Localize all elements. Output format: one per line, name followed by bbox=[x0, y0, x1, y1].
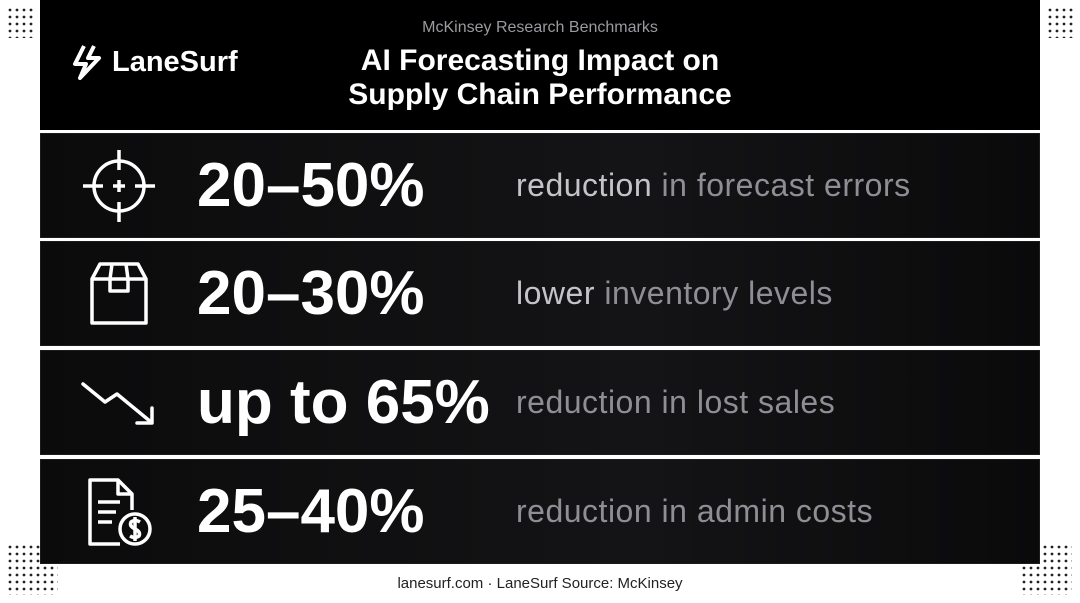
footer: lanesurf.com · LaneSurf Source: McKinsey bbox=[397, 575, 683, 592]
logo-icon bbox=[73, 45, 101, 80]
stat-row: 20–50% reduction in forecast errors bbox=[40, 133, 1040, 238]
stat-row: 25–40% reduction in admin costs bbox=[40, 459, 1040, 564]
title-line: Supply Chain Performance bbox=[348, 78, 732, 111]
target-icon bbox=[82, 149, 155, 222]
logo: LaneSurf bbox=[72, 44, 238, 80]
emphasis: lower bbox=[516, 275, 595, 311]
header: LaneSurf McKinsey Research Benchmarks AI… bbox=[40, 0, 1040, 130]
stat-value: 25–40% bbox=[197, 477, 425, 546]
stat-description: lower inventory levels bbox=[516, 275, 833, 312]
stat-row: up to 65% reduction in lost sales bbox=[40, 350, 1040, 455]
description: reduction in admin costs bbox=[516, 493, 874, 529]
title-line: AI Forecasting Impact on bbox=[360, 44, 720, 77]
stat-value: 20–50% bbox=[197, 151, 425, 220]
emphasis: reduction bbox=[516, 167, 653, 203]
stat-description: reduction in admin costs bbox=[516, 493, 873, 530]
stat-description: reduction in lost sales bbox=[516, 384, 835, 421]
logo-text: LaneSurf bbox=[112, 45, 238, 78]
subtitle: McKinsey Research Benchmarks bbox=[422, 19, 658, 36]
stat-value: up to 65% bbox=[197, 368, 490, 437]
invoice-icon bbox=[87, 477, 152, 546]
description: in forecast errors bbox=[661, 167, 911, 203]
description: inventory levels bbox=[604, 275, 833, 311]
dot-pattern bbox=[1048, 8, 1074, 38]
stat-value: 20–30% bbox=[197, 259, 425, 328]
dot-pattern bbox=[8, 8, 34, 38]
trend-down-icon bbox=[80, 381, 154, 425]
stat-row: 20–30% lower inventory levels bbox=[40, 241, 1040, 346]
stat-description: reduction in forecast errors bbox=[516, 167, 911, 204]
title: AI Forecasting Impact on Supply Chain Pe… bbox=[40, 44, 1040, 112]
box-icon bbox=[89, 261, 148, 325]
description: reduction in lost sales bbox=[516, 384, 836, 420]
